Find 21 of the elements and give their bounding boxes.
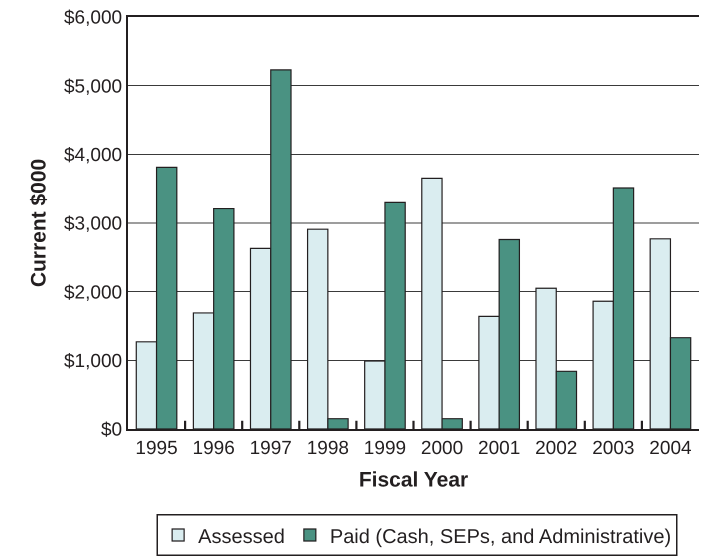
y-tick-label: $3,000 [64,214,122,235]
legend-label: Paid (Cash, SEPs, and Administrative) [330,526,672,548]
x-axis-title: Fiscal Year [358,468,468,492]
y-tick-label: $2,000 [64,282,122,304]
y-tick-label: $6,000 [64,8,122,29]
y-tick-label: $5,000 [64,76,122,98]
legend-label: Assessed [198,526,285,548]
x-tick-label: 1998 [306,438,349,459]
x-tick-label: 2003 [592,438,634,459]
x-tick-label: 2004 [649,438,692,459]
x-tick-label: 2002 [535,438,578,459]
y-axis-title: Current $000 [28,158,51,288]
x-tick-label: 1996 [192,438,235,459]
x-tick-label: 2001 [478,438,520,459]
x-tick-label: 1997 [250,438,292,459]
x-tick-label: 1999 [364,438,406,459]
y-tick-label: $4,000 [64,144,122,166]
x-tick-label: 1995 [135,438,178,459]
x-tick-label: 2000 [420,438,464,459]
y-tick-label: $1,000 [64,350,122,372]
y-tick-label: $0 [100,420,122,441]
